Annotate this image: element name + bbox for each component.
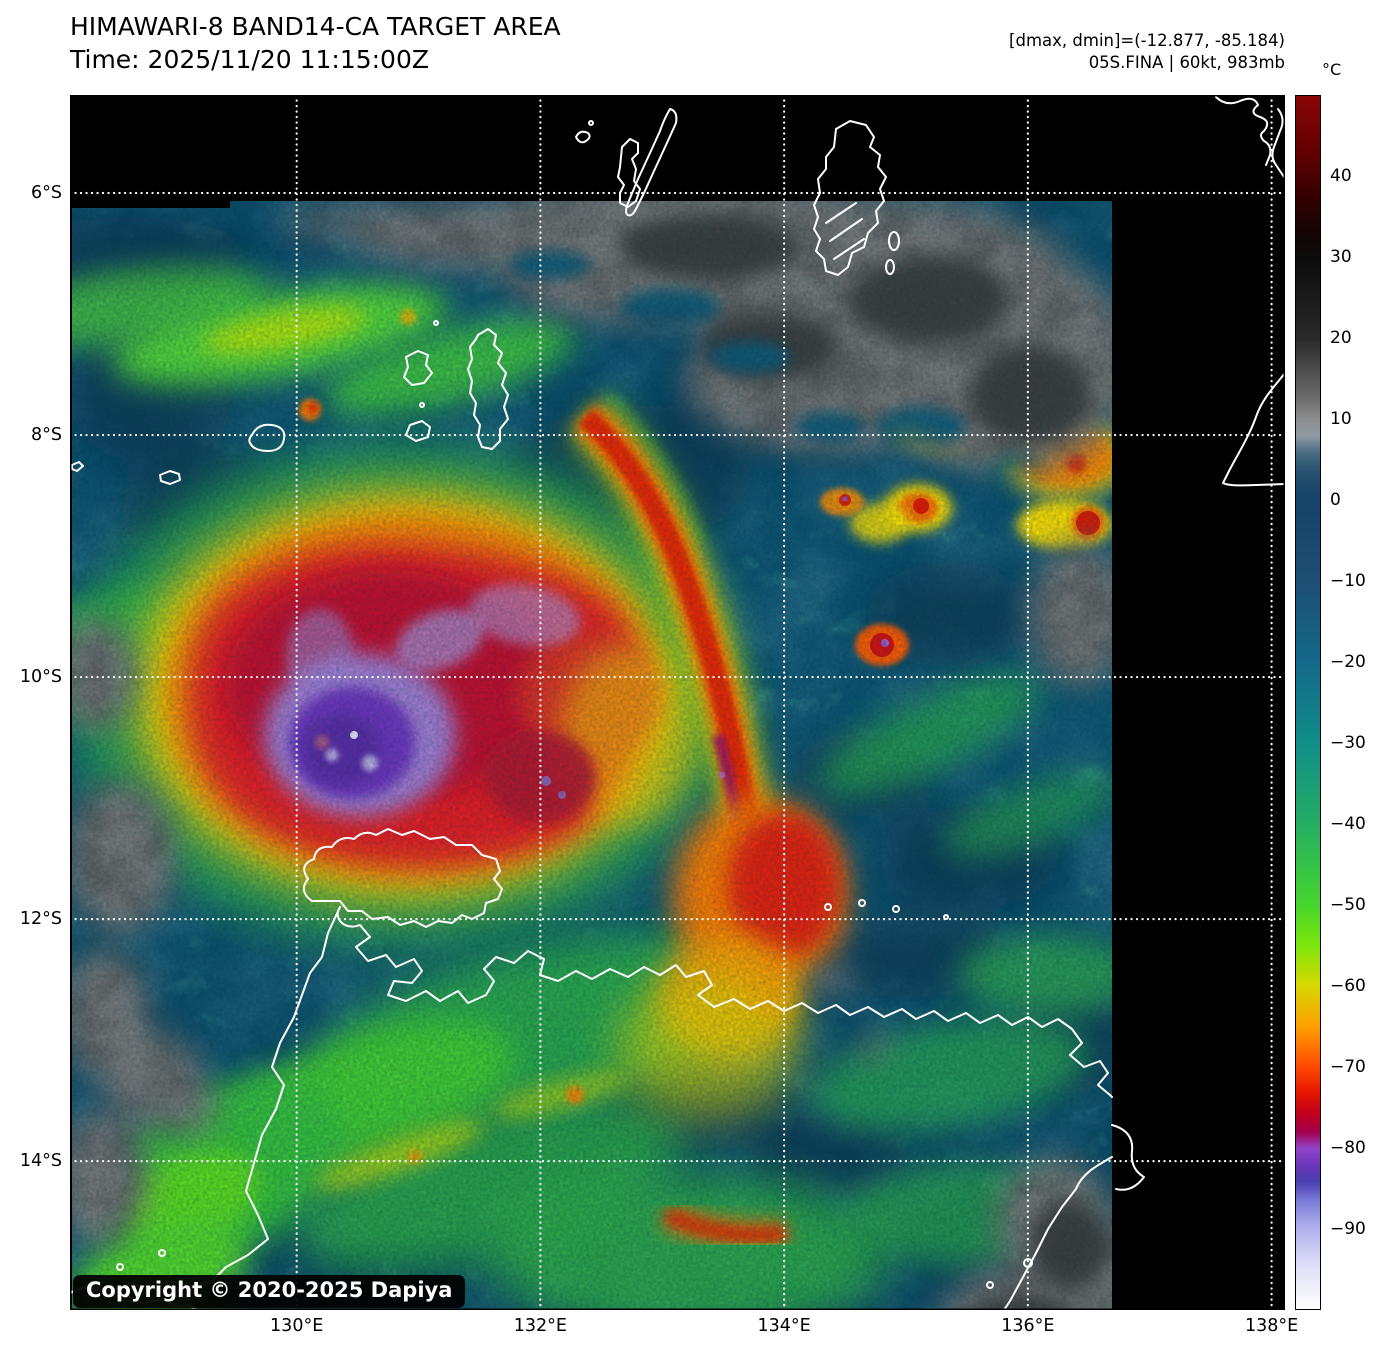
colorbar xyxy=(1295,95,1321,1310)
coast-aru xyxy=(813,120,887,276)
x-axis-tick-label: 132°E xyxy=(513,1316,567,1336)
y-axis-tick-label: 10°S xyxy=(19,667,62,688)
annotation-dmax-dmin: [dmax, dmin]=(-12.877, -85.184) xyxy=(1009,31,1285,50)
plot-border xyxy=(70,95,1285,1310)
lat-lon-gridlines xyxy=(70,95,1285,1310)
coast-bluemud-bay xyxy=(1111,1124,1145,1191)
y-axis-tick-label: 14°S xyxy=(19,1151,62,1172)
colorbar-tick-label: 20 xyxy=(1330,328,1352,348)
colorbar-tick-label: −80 xyxy=(1330,1138,1366,1158)
y-axis-tick-label: 12°S xyxy=(19,909,62,930)
coast-tanimbar xyxy=(467,328,509,450)
colorbar-tick-label: −90 xyxy=(1330,1219,1366,1239)
x-axis-tick-label: 136°E xyxy=(1001,1316,1055,1336)
colorbar-unit-label: °C xyxy=(1322,60,1342,79)
colorbar-tick-label: −10 xyxy=(1330,571,1366,591)
colorbar-tick-label: 40 xyxy=(1330,166,1352,186)
colorbar-tick-label: −50 xyxy=(1330,895,1366,915)
annotation-storm-info: 05S.FINA | 60kt, 983mb xyxy=(1088,53,1285,72)
colorbar-tick-label: −30 xyxy=(1330,733,1366,753)
y-axis-tick-label: 8°S xyxy=(31,425,62,446)
copyright-badge: Copyright © 2020-2025 Dapiya xyxy=(73,1275,466,1308)
x-axis-tick-label: 134°E xyxy=(757,1316,811,1336)
satellite-map xyxy=(70,95,1285,1310)
colorbar-tick-label: 10 xyxy=(1330,409,1352,429)
x-axis-tick-label: 130°E xyxy=(270,1316,324,1336)
satellite-data-swath xyxy=(72,201,1112,1310)
colorbar-tick-label: −70 xyxy=(1330,1057,1366,1077)
x-axis-tick-label: 138°E xyxy=(1244,1316,1299,1336)
colorbar-tick-label: −20 xyxy=(1330,652,1366,672)
coast-tiwi-islands xyxy=(302,828,503,928)
coast-australia-north xyxy=(336,906,1113,1098)
colorbar-tick-label: 0 xyxy=(1330,490,1341,510)
colorbar-tick-label: −40 xyxy=(1330,814,1366,834)
coast-kai-twin xyxy=(617,138,641,208)
coast-kai-long xyxy=(625,108,678,217)
coast-png xyxy=(1222,372,1285,487)
colorbar-tick-label: −60 xyxy=(1330,976,1366,996)
coast-wetar xyxy=(248,423,286,452)
y-axis-tick-label: 6°S xyxy=(31,183,62,204)
figure-title: HIMAWARI-8 BAND14-CA TARGET AREA xyxy=(70,12,561,41)
coast-islet-small xyxy=(575,130,591,144)
no-data-margins xyxy=(70,95,1285,1310)
coast-topright-fragment xyxy=(1215,96,1272,166)
figure-time: Time: 2025/11/20 11:15:00Z xyxy=(70,45,429,74)
colorbar-tick-label: 30 xyxy=(1330,247,1352,267)
